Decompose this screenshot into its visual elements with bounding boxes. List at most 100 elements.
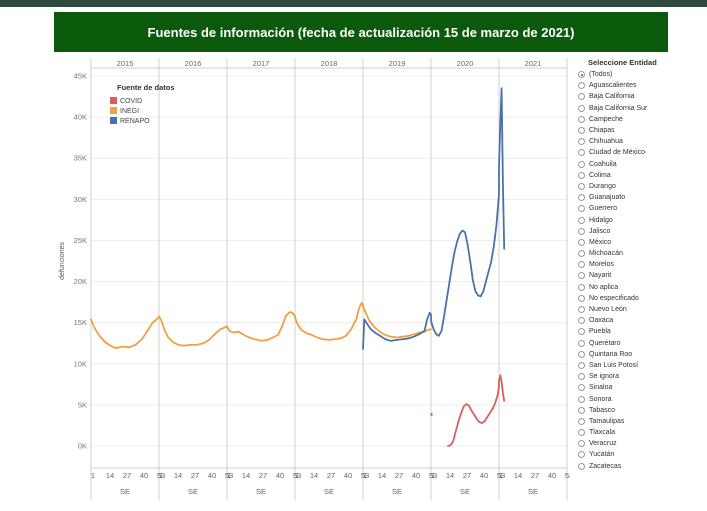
radio-icon[interactable] xyxy=(578,194,585,202)
entity-option[interactable]: (Todos) xyxy=(570,69,700,80)
y-axis: 0K 5K 10K 15K 20K 25K 30K 35K 40K 45K defunciones xyxy=(59,72,87,451)
x-tick-label: 27 xyxy=(327,471,335,480)
entity-option-label: Se ignora xyxy=(589,373,619,381)
radio-icon[interactable] xyxy=(578,339,585,347)
radio-icon[interactable] xyxy=(578,462,585,470)
entity-option[interactable]: Tlaxcala xyxy=(570,427,700,438)
legend-swatch[interactable] xyxy=(110,117,117,124)
entity-option[interactable]: No aplica xyxy=(570,282,700,293)
entity-option[interactable]: Baja California Sur xyxy=(570,103,700,114)
entity-option[interactable]: Guanajuato xyxy=(570,192,700,203)
x-tick-label: 14 xyxy=(446,471,454,480)
radio-icon[interactable] xyxy=(578,395,585,403)
entity-option[interactable]: Colima xyxy=(570,170,700,181)
series-legend[interactable]: Fuente de datos COVID INEGI RENAPO xyxy=(110,83,175,125)
entity-option[interactable]: Hidalgo xyxy=(570,214,700,225)
entity-option[interactable]: Aguascalientes xyxy=(570,80,700,91)
radio-icon[interactable] xyxy=(578,115,585,123)
year-label: 2018 xyxy=(321,59,338,68)
entity-option[interactable]: Nuevo León xyxy=(570,304,700,315)
entity-option[interactable]: México xyxy=(570,237,700,248)
radio-icon[interactable] xyxy=(578,361,585,369)
radio-icon[interactable] xyxy=(578,104,585,112)
entity-option[interactable]: Yucatán xyxy=(570,449,700,460)
entity-option[interactable]: Sinaloa xyxy=(570,382,700,393)
entity-option[interactable]: Querétaro xyxy=(570,338,700,349)
x-tick-label: 1 xyxy=(295,471,299,480)
entity-option[interactable]: Durango xyxy=(570,181,700,192)
entity-option[interactable]: Morelos xyxy=(570,259,700,270)
entity-option[interactable]: No especificado xyxy=(570,293,700,304)
entity-option[interactable]: Tamaulipas xyxy=(570,416,700,427)
x-tick-label: 27 xyxy=(395,471,403,480)
radio-icon[interactable] xyxy=(578,261,585,269)
entity-option[interactable]: Ciudad de México xyxy=(570,147,700,158)
radio-icon[interactable] xyxy=(578,406,585,414)
radio-icon[interactable] xyxy=(578,272,585,280)
radio-icon[interactable] xyxy=(578,138,585,146)
entity-option[interactable]: Se ignora xyxy=(570,371,700,382)
radio-icon[interactable] xyxy=(578,317,585,325)
entity-option[interactable]: San Luis Potosí xyxy=(570,360,700,371)
entity-option[interactable]: Guerrero xyxy=(570,203,700,214)
radio-icon[interactable] xyxy=(578,440,585,448)
entity-option[interactable]: Tabasco xyxy=(570,405,700,416)
radio-icon[interactable] xyxy=(578,417,585,425)
legend-swatch[interactable] xyxy=(110,97,117,104)
deaths-line-chart: 2015 2016 2017 2018 2019 2020 2021 0K5K10K15K2… xyxy=(59,58,570,500)
radio-icon[interactable] xyxy=(578,171,585,179)
radio-icon[interactable] xyxy=(578,149,585,157)
entity-option-label: Quintana Roo xyxy=(589,350,633,358)
entity-option-label: Guerrero xyxy=(589,205,618,213)
entity-option[interactable]: Chihuahua xyxy=(570,136,700,147)
entity-option[interactable]: Michoacán xyxy=(570,248,700,259)
radio-icon[interactable] xyxy=(578,160,585,168)
radio-icon[interactable] xyxy=(578,451,585,459)
entity-option[interactable]: Nayarit xyxy=(570,270,700,281)
entity-option[interactable]: Coahuila xyxy=(570,159,700,170)
radio-icon[interactable] xyxy=(578,238,585,246)
entity-options: (Todos) Aguascalientes Baja California Baja… xyxy=(570,69,700,472)
entity-option-label: Sonora xyxy=(589,395,612,403)
radio-icon[interactable] xyxy=(578,71,585,79)
radio-icon[interactable] xyxy=(578,350,585,358)
radio-icon[interactable] xyxy=(578,373,585,381)
entity-option[interactable]: Quintana Roo xyxy=(570,349,700,360)
entity-option[interactable]: Chiapas xyxy=(570,125,700,136)
radio-icon[interactable] xyxy=(578,205,585,213)
radio-icon[interactable] xyxy=(578,328,585,336)
radio-icon[interactable] xyxy=(578,306,585,314)
entity-option[interactable]: Veracruz xyxy=(570,438,700,449)
radio-icon[interactable] xyxy=(578,93,585,101)
radio-icon[interactable] xyxy=(578,250,585,258)
x-axis-title: SE xyxy=(120,487,130,496)
radio-icon[interactable] xyxy=(578,127,585,135)
entity-option[interactable]: Zacatecas xyxy=(570,461,700,472)
radio-icon[interactable] xyxy=(578,82,585,90)
radio-icon[interactable] xyxy=(578,384,585,392)
entity-option-label: Morelos xyxy=(589,261,614,269)
radio-icon[interactable] xyxy=(578,294,585,302)
x-tick-label: 53 xyxy=(565,471,570,480)
legend-label: COVID xyxy=(120,98,142,105)
x-tick-label: 27 xyxy=(463,471,471,480)
x-tick-label: 14 xyxy=(378,471,386,480)
entity-option[interactable]: Puebla xyxy=(570,326,700,337)
x-axis-title: SE xyxy=(188,487,198,496)
x-tick-label: 53 xyxy=(225,471,233,480)
radio-icon[interactable] xyxy=(578,429,585,437)
entity-option-label: Campeche xyxy=(589,115,623,123)
year-label: 2016 xyxy=(185,59,202,68)
entity-option[interactable]: Jalisco xyxy=(570,226,700,237)
radio-icon[interactable] xyxy=(578,216,585,224)
radio-icon[interactable] xyxy=(578,283,585,291)
entity-option-label: No aplica xyxy=(589,283,619,291)
radio-icon[interactable] xyxy=(578,227,585,235)
entity-option[interactable]: Campeche xyxy=(570,114,700,125)
radio-icon[interactable] xyxy=(578,182,585,190)
dashboard-title: Fuentes de información (fecha de actuali… xyxy=(54,12,668,52)
entity-option[interactable]: Baja California xyxy=(570,91,700,102)
entity-option[interactable]: Oaxaca xyxy=(570,315,700,326)
legend-swatch[interactable] xyxy=(110,107,117,114)
entity-option[interactable]: Sonora xyxy=(570,393,700,404)
